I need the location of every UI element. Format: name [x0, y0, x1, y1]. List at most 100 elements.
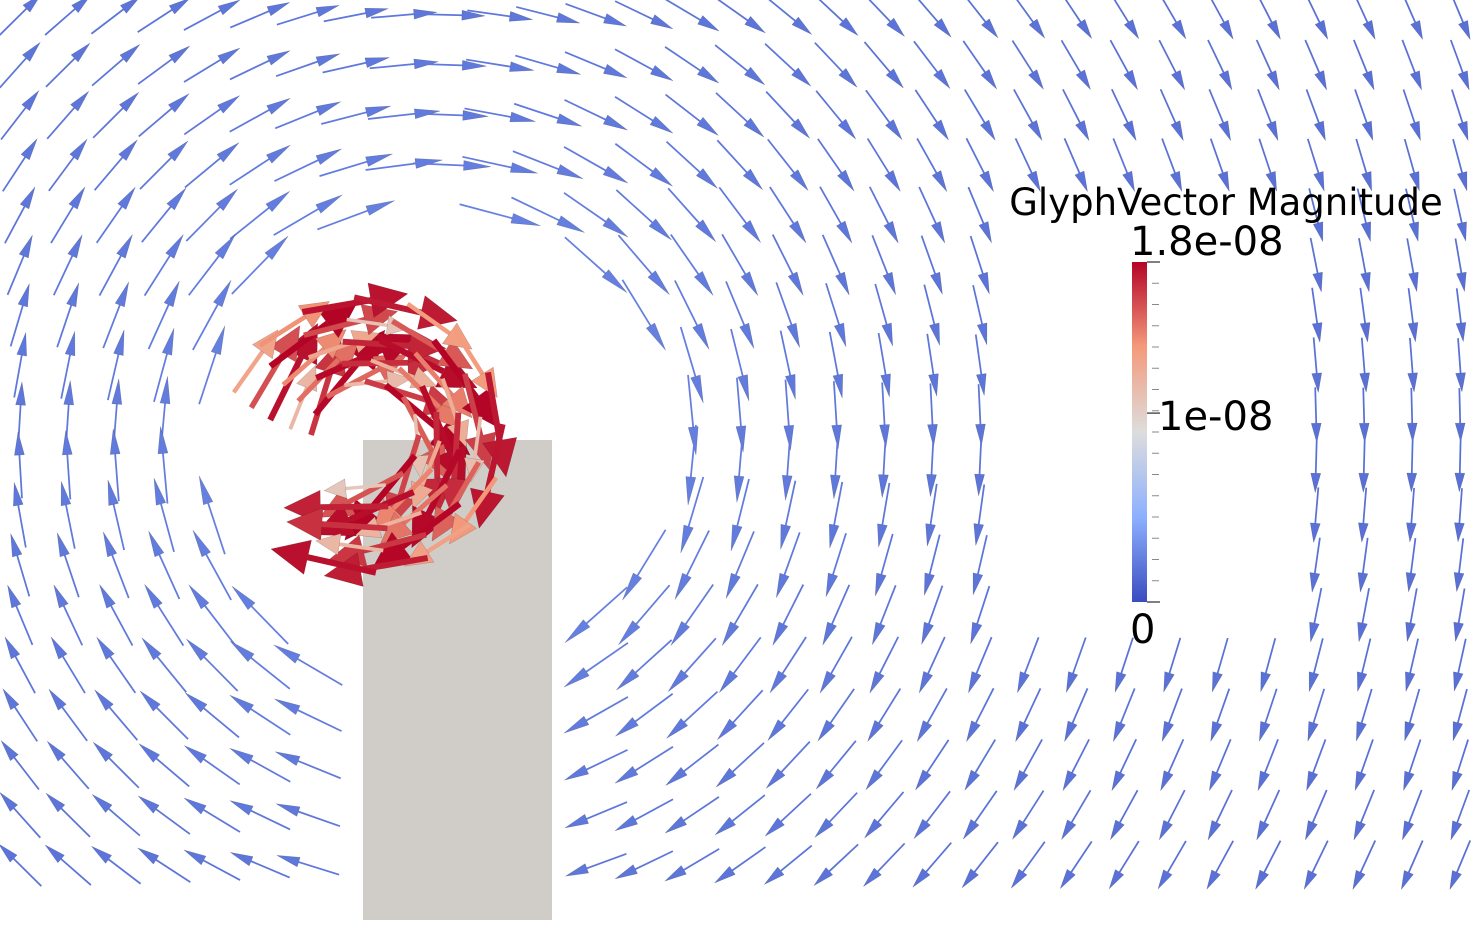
glyph-head: [1406, 472, 1418, 494]
glyph-shaft: [1453, 188, 1463, 224]
glyph-shaft: [1023, 687, 1042, 724]
glyph-head: [229, 694, 255, 714]
glyph-shaft: [683, 743, 719, 772]
glyph-head: [831, 424, 842, 449]
glyph-head: [863, 867, 882, 887]
glyph-shaft: [1354, 89, 1368, 123]
glyph-shaft: [877, 842, 906, 873]
glyph-head: [102, 531, 118, 558]
glyph-head: [1059, 868, 1076, 889]
glyph-shaft: [1360, 739, 1374, 773]
glyph-shaft: [781, 688, 809, 724]
glyph-head: [265, 144, 291, 164]
glyph-shaft: [783, 532, 801, 576]
glyph-head: [769, 670, 788, 694]
glyph-shaft: [61, 757, 90, 790]
glyph-head: [1171, 19, 1187, 40]
glyph-shaft: [0, 8, 28, 36]
glyph-head: [1409, 70, 1423, 91]
glyph-shaft: [830, 636, 853, 674]
glyph-head: [879, 424, 890, 448]
glyph-head: [315, 533, 342, 556]
glyph-shaft: [484, 423, 506, 493]
glyph-head: [1010, 868, 1028, 889]
glyph-head: [21, 42, 41, 62]
glyph-shaft: [1312, 337, 1318, 374]
glyph-shaft: [1112, 138, 1129, 174]
glyph-head: [565, 863, 589, 877]
glyph-head: [833, 322, 847, 347]
color-bar-label: 0: [1130, 607, 1155, 653]
glyph-shaft: [563, 146, 607, 172]
glyph-shaft: [1457, 638, 1467, 674]
glyph-shaft: [1458, 388, 1462, 424]
glyph-head: [1407, 372, 1418, 394]
glyph-shaft: [564, 51, 606, 70]
glyph-head: [975, 423, 986, 446]
glyph-head: [509, 162, 538, 174]
glyph-head: [925, 523, 936, 547]
glyph-head: [970, 621, 983, 645]
glyph-shaft: [732, 742, 765, 773]
glyph-head: [875, 572, 887, 597]
glyph-head: [817, 719, 836, 742]
glyph-head: [825, 572, 839, 597]
glyph-shaft: [512, 150, 559, 170]
glyph-shaft: [203, 707, 240, 739]
glyph-shaft: [365, 162, 416, 171]
glyph-head: [315, 5, 340, 18]
glyph-shaft: [60, 858, 92, 886]
glyph-shaft: [62, 656, 86, 694]
glyph-shaft: [1355, 138, 1368, 174]
glyph-shaft: [155, 808, 191, 835]
glyph-head: [614, 864, 638, 880]
glyph-shaft: [162, 453, 169, 504]
glyph-head: [835, 271, 850, 296]
glyph-shaft: [725, 281, 746, 326]
glyph-shaft: [12, 858, 42, 887]
glyph-head: [977, 271, 990, 295]
glyph-shaft: [1263, 840, 1282, 873]
glyph-shaft: [276, 11, 318, 26]
glyph-head: [508, 11, 533, 22]
glyph-head: [53, 584, 69, 609]
glyph-shaft: [882, 432, 887, 475]
glyph-head: [649, 166, 673, 187]
glyph-head: [780, 523, 792, 550]
glyph-shaft: [250, 759, 291, 783]
glyph-shaft: [1313, 638, 1324, 674]
glyph-head: [929, 322, 940, 346]
glyph-head: [323, 478, 347, 499]
glyph-shaft: [1215, 789, 1233, 823]
glyph-shaft: [715, 92, 748, 123]
glyph-shaft: [1454, 238, 1463, 274]
glyph-head: [884, 119, 903, 140]
glyph-head: [666, 717, 689, 739]
glyph-head: [1310, 522, 1321, 544]
glyph-head: [690, 374, 704, 404]
glyph-head: [1400, 869, 1414, 891]
glyph-shaft: [1457, 338, 1462, 374]
glyph-shaft: [418, 13, 462, 17]
glyph-head: [696, 65, 720, 84]
glyph-shaft: [297, 760, 342, 780]
glyph-head: [1454, 472, 1466, 493]
glyph-head: [1409, 120, 1421, 142]
glyph-head: [1303, 869, 1318, 891]
glyph-shaft: [974, 790, 998, 823]
glyph-head: [867, 719, 884, 742]
color-bar: [1132, 262, 1147, 602]
glyph-shaft: [198, 352, 217, 405]
glyph-head: [872, 621, 886, 645]
glyph-shaft: [1070, 840, 1093, 873]
glyph-head: [1314, 19, 1329, 41]
glyph-shaft: [962, 40, 986, 73]
glyph-head: [650, 14, 674, 30]
glyph-shaft: [634, 746, 674, 772]
glyph-head: [99, 584, 116, 609]
glyph-shaft: [1313, 537, 1321, 574]
glyph-shaft: [1119, 738, 1137, 774]
glyph-head: [157, 426, 169, 455]
glyph-head: [978, 221, 992, 244]
